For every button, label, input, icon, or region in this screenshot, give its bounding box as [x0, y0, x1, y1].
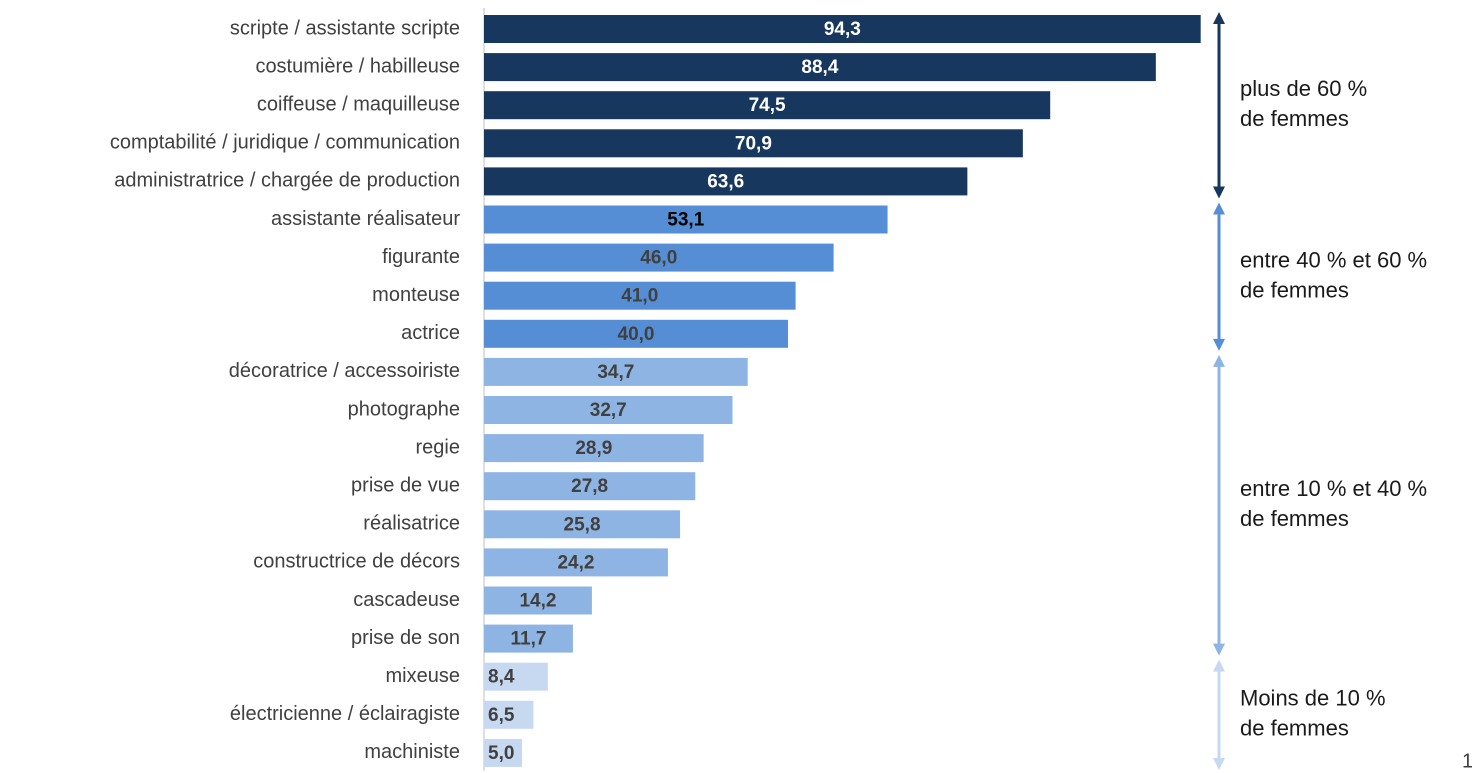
value-label: 63,6 — [707, 171, 744, 192]
value-label: 6,5 — [488, 705, 515, 726]
value-label: 53,1 — [667, 210, 704, 231]
category-label: photographe — [348, 398, 460, 420]
annotation: de femmes — [1240, 716, 1349, 741]
bar — [484, 548, 668, 577]
bar — [484, 700, 534, 729]
value-label: 27,8 — [571, 476, 608, 497]
value-label: 32,7 — [590, 400, 627, 421]
bar — [484, 738, 522, 767]
bar — [484, 129, 1023, 158]
value-label: 74,5 — [749, 95, 786, 116]
bar — [484, 15, 1201, 43]
value-label: 88,4 — [801, 57, 838, 78]
bar — [484, 662, 548, 691]
category-label: décoratrice / accessoiriste — [229, 360, 460, 382]
bar — [484, 205, 888, 234]
annotation: plus de 60 % — [1240, 76, 1367, 101]
arrow-head — [1213, 643, 1225, 656]
annotation: Moins de 10 % — [1240, 686, 1386, 711]
value-label: 25,8 — [564, 514, 601, 535]
value-label: 34,7 — [597, 362, 634, 383]
value-label: 11,7 — [510, 629, 546, 650]
value-label: 70,9 — [735, 133, 772, 154]
value-label: 46,0 — [640, 248, 677, 269]
bar — [484, 396, 733, 424]
category-label: regie — [416, 436, 460, 458]
value-label: 28,9 — [575, 438, 612, 459]
category-label: costumière / habilleuse — [255, 55, 460, 77]
arrow-head — [1213, 11, 1225, 24]
value-label: 94,3 — [824, 19, 861, 40]
category-label: scripte / assistante scripte — [230, 17, 460, 39]
category-label: figurante — [382, 246, 460, 268]
arrow-head — [1213, 757, 1225, 770]
arrow-head — [1213, 659, 1225, 672]
category-label: réalisatrice — [363, 513, 460, 535]
category-label: monteuse — [372, 284, 460, 306]
bar — [484, 319, 788, 348]
category-label: cascadeuse — [353, 589, 460, 611]
annotation: de femmes — [1240, 277, 1349, 302]
arrow-head — [1213, 354, 1225, 367]
arrow-head — [1213, 202, 1225, 215]
category-label: mixeuse — [386, 665, 460, 687]
annotation: entre 10 % et 40 % — [1240, 476, 1427, 501]
category-label: prise de vue — [351, 474, 460, 496]
category-label: prise de son — [351, 627, 460, 649]
value-label: 14,2 — [519, 591, 556, 612]
bar — [484, 624, 573, 653]
category-label: assistante réalisateur — [271, 208, 460, 230]
category-label: machiniste — [364, 741, 460, 763]
category-label: coiffeuse / maquilleuse — [257, 93, 460, 115]
bar — [484, 167, 968, 196]
bar — [484, 53, 1156, 82]
annotation: de femmes — [1240, 106, 1349, 131]
arrow-head — [1213, 186, 1225, 199]
value-label: 5,0 — [488, 743, 514, 764]
bar — [484, 472, 696, 501]
bar — [484, 91, 1051, 120]
bar — [484, 510, 681, 539]
category-label: comptabilité / juridique / communication — [110, 132, 460, 154]
category-label: constructrice de décors — [253, 551, 460, 573]
bar — [484, 357, 748, 386]
page-number: 1 — [1462, 750, 1472, 772]
category-label: actrice — [401, 322, 460, 344]
category-label: électricienne / éclairagiste — [230, 703, 460, 725]
value-label: 8,4 — [488, 667, 515, 688]
value-label: 41,0 — [621, 286, 658, 307]
bar — [484, 586, 592, 615]
bar — [484, 243, 834, 272]
bar — [484, 434, 704, 463]
value-label: 40,0 — [618, 324, 655, 345]
annotation: entre 40 % et 60 % — [1240, 247, 1427, 272]
annotation: de femmes — [1240, 506, 1349, 531]
bar — [484, 281, 796, 310]
arrow-head — [1213, 338, 1225, 351]
value-label: 24,2 — [557, 552, 594, 573]
category-label: administratrice / chargée de production — [114, 170, 460, 192]
